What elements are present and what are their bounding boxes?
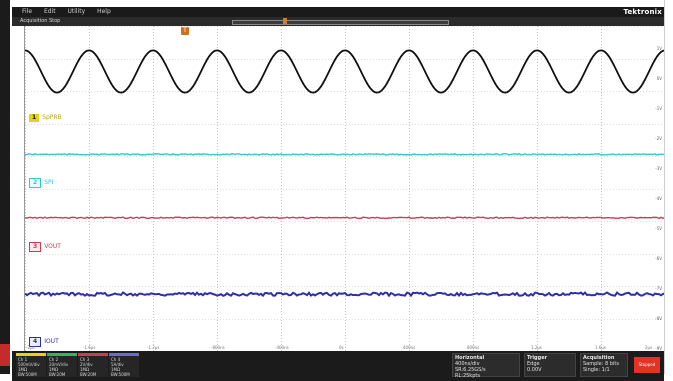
ch1-label-text: SpPRB bbox=[42, 114, 62, 121]
scope-window: File Edit Utility Help Tektronix Acquisi… bbox=[12, 7, 665, 381]
ch1-label[interactable]: 1 SpPRB bbox=[29, 114, 64, 122]
time-tick-label: 2µs bbox=[645, 345, 653, 350]
badge-line: Ch 1 bbox=[18, 357, 28, 362]
ch2-label[interactable]: 2 SPI bbox=[29, 178, 55, 188]
ch2-badge: 2 bbox=[29, 178, 42, 188]
badge-line: 1MΩ bbox=[49, 367, 59, 372]
time-tick-label: 1.6µs bbox=[595, 345, 606, 350]
badge-line: 20mV/div bbox=[49, 362, 69, 367]
horizontal-badge[interactable]: Horizontal 400ns/div SR:6.25GS/s RL:25kpts bbox=[452, 353, 520, 379]
scale-label: -8V bbox=[655, 316, 662, 321]
scale-label: -9V bbox=[655, 346, 662, 351]
scale-label: -6V bbox=[655, 256, 662, 261]
badge-line: BW:500M bbox=[111, 372, 130, 377]
time-tick-label: -800ns bbox=[211, 345, 225, 350]
time-tick-label: -400ns bbox=[275, 345, 289, 350]
scale-label: -2V bbox=[655, 136, 662, 141]
menu-bar: File Edit Utility Help Tektronix bbox=[12, 7, 664, 17]
ch3-trace bbox=[25, 216, 665, 220]
badge-line: SR:6.25GS/s bbox=[455, 367, 486, 373]
acq-badge[interactable]: Acquisition Sample: 8 bits Single: 1/1 bbox=[580, 353, 628, 377]
time-tick-label: 400ns bbox=[403, 345, 416, 350]
badge-line: 5A/div bbox=[111, 362, 124, 367]
acquisition-bar: Acquisition Stop bbox=[12, 17, 664, 26]
side-tab[interactable] bbox=[0, 344, 10, 366]
waveform-svg bbox=[25, 26, 665, 351]
time-tick-label: -1.2µs bbox=[147, 345, 160, 350]
badge-line: BW:20M bbox=[80, 372, 97, 377]
badge-line: Ch 4 bbox=[111, 357, 121, 362]
time-tick-label: -2µs bbox=[26, 345, 35, 350]
ch4-settings-badge[interactable]: Ch 4 5A/div 1MΩ BW:500M bbox=[109, 353, 139, 377]
badge-line: BW:20M bbox=[49, 372, 66, 377]
time-tick-label: 800ns bbox=[467, 345, 480, 350]
badge-line: Sample: 8 bits bbox=[583, 361, 619, 367]
scale-label: 1V bbox=[656, 46, 662, 51]
badge-line: 1MΩ bbox=[111, 367, 121, 372]
badge-line: 2V/div bbox=[80, 362, 93, 367]
badge-line: BW:500M bbox=[18, 372, 37, 377]
time-tick-label: -1.6µs bbox=[83, 345, 96, 350]
scale-label: -4V bbox=[655, 196, 662, 201]
badge-line: Edge bbox=[527, 361, 540, 367]
waveform-display[interactable]: T 1 SpPRB 2 SPI 3 VOUT 4 IOUT 1V 0V -1V -2V -3V -… bbox=[24, 26, 665, 351]
ch4-label[interactable]: 4 IOUT bbox=[29, 337, 61, 347]
scale-label: -1V bbox=[655, 106, 662, 111]
acquisition-status: Acquisition Stop bbox=[20, 18, 61, 24]
ch1-badge: 1 bbox=[29, 114, 40, 122]
ch3-badge: 3 bbox=[29, 242, 42, 252]
scale-label: -5V bbox=[655, 226, 662, 231]
ch2-settings-badge[interactable]: Ch 2 20mV/div 1MΩ BW:20M bbox=[47, 353, 77, 377]
ch3-settings-badge[interactable]: Ch 3 2V/div 1MΩ BW:20M bbox=[78, 353, 108, 377]
scale-label: -7V bbox=[655, 286, 662, 291]
menu-help[interactable]: Help bbox=[97, 8, 111, 15]
right-edge-strip bbox=[664, 0, 673, 374]
badge-line: Ch 2 bbox=[49, 357, 59, 362]
ch2-label-text: SPI bbox=[44, 179, 54, 186]
ch4-trace bbox=[25, 291, 665, 298]
ch1-settings-badge[interactable]: Ch 1 500mV/div 1MΩ BW:500M bbox=[16, 353, 46, 377]
brand-logo: Tektronix bbox=[623, 8, 662, 16]
badge-line: 1MΩ bbox=[80, 367, 90, 372]
ch3-label[interactable]: 3 VOUT bbox=[29, 242, 63, 252]
menu-edit[interactable]: Edit bbox=[43, 8, 56, 15]
horizontal-title: Horizontal bbox=[455, 355, 485, 361]
scale-label: 0V bbox=[656, 76, 662, 81]
record-overview[interactable] bbox=[232, 20, 449, 25]
ch1-sine-trace bbox=[25, 49, 665, 94]
run-stop-button[interactable]: Stopped bbox=[634, 357, 660, 373]
badge-line: Ch 3 bbox=[80, 357, 90, 362]
ch4-badge: 4 bbox=[29, 337, 42, 347]
overview-marker[interactable] bbox=[283, 18, 287, 24]
badge-line: 0.00V bbox=[527, 367, 542, 373]
ch2-trace bbox=[25, 152, 665, 156]
acq-title: Acquisition bbox=[583, 355, 615, 361]
ch4-label-text: IOUT bbox=[44, 338, 59, 345]
time-tick-label: 0s bbox=[339, 345, 344, 350]
trigger-badge[interactable]: Trigger Edge 0.00V bbox=[524, 353, 576, 377]
scale-label: -3V bbox=[655, 166, 662, 171]
badge-line: 500mV/div bbox=[18, 362, 40, 367]
ch3-label-text: VOUT bbox=[44, 243, 61, 250]
time-tick-label: 1.2µs bbox=[531, 345, 542, 350]
left-edge-bar bbox=[0, 0, 10, 374]
menu-file[interactable]: File bbox=[22, 8, 33, 15]
trigger-position-marker[interactable]: T bbox=[181, 27, 189, 35]
results-bar: Ch 1 500mV/div 1MΩ BW:500M Ch 2 20mV/div 1MΩ BW… bbox=[12, 351, 664, 381]
trigger-title: Trigger bbox=[527, 355, 548, 361]
badge-line: 1MΩ bbox=[18, 367, 28, 372]
badge-line: 400ns/div bbox=[455, 361, 480, 367]
badge-line: Single: 1/1 bbox=[583, 367, 610, 373]
menu-utility[interactable]: Utility bbox=[67, 8, 86, 15]
